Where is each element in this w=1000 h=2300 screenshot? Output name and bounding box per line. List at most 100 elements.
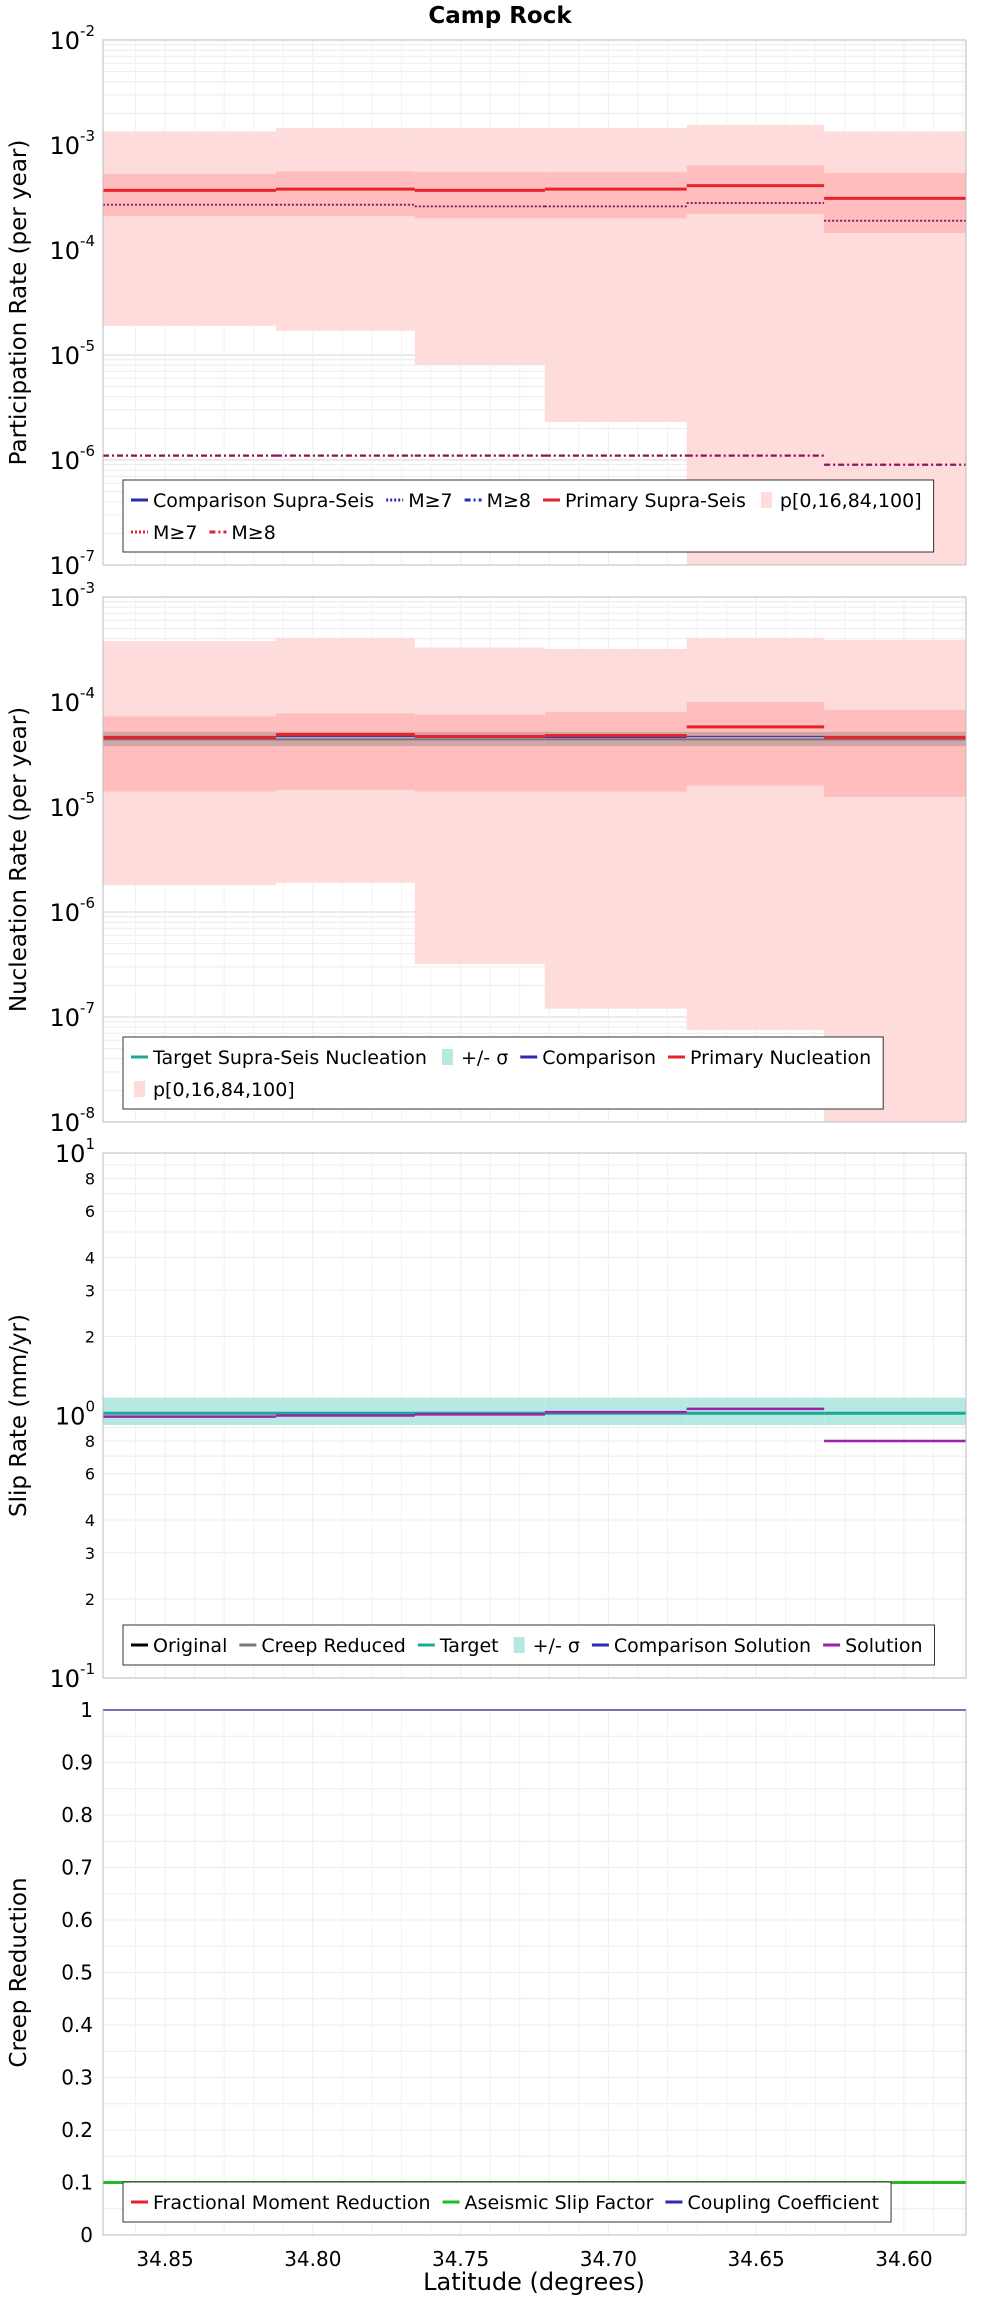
- y-minor-tick-label: 4: [85, 1511, 95, 1530]
- legend-item: p[0,16,84,100]: [760, 490, 922, 512]
- y-ticks: 1 0.9 0.8 0.7 0.6 0.5 0.4 0.3 0.2 0.1 0 34.85 34.80 3…: [61, 1698, 932, 2271]
- x-tick-label: 34.85: [136, 2247, 193, 2271]
- plot-frame: [102, 1152, 967, 1679]
- legend-box: [122, 479, 935, 553]
- legend-label: +/- σ: [533, 1635, 580, 1657]
- plot-frame: [102, 39, 967, 566]
- legend-item: Original: [131, 1635, 227, 1657]
- band-segment: [103, 131, 276, 326]
- legend-item: M≥8: [209, 522, 276, 544]
- y-minor-tick-label: 6: [85, 1465, 95, 1484]
- y-axis-label: Slip Rate (mm/yr): [6, 1314, 32, 1517]
- series-comparison-m-8: [103, 455, 966, 466]
- chart-title: Camp Rock: [428, 3, 572, 29]
- y-tick-label: 101: [55, 1135, 95, 1168]
- legend: Original Creep Reduced Target +/- σ Comparis…: [122, 1624, 935, 1666]
- y-tick-label: 0.1: [61, 2171, 93, 2195]
- band-segment: [275, 1397, 415, 1426]
- y-minor-tick-label: 3: [85, 1281, 95, 1300]
- legend-label: p[0,16,84,100]: [780, 490, 922, 512]
- panel-creep: 1 0.9 0.8 0.7 0.6 0.5 0.4 0.3 0.2 0.1 0 34.85 34.80 3…: [6, 1698, 967, 2271]
- y-tick-label: 10-6: [49, 442, 95, 475]
- legend-item: Primary Supra-Seis: [543, 490, 746, 512]
- y-tick-label: 0.7: [61, 1856, 93, 1880]
- legend-label: Comparison Solution: [614, 1635, 811, 1657]
- band-segment: [275, 128, 415, 331]
- legend-label: M≥8: [231, 522, 275, 544]
- y-tick-label: 100: [55, 1398, 95, 1431]
- panel-slip: 101 100 10-1 8 6 4 3 2 8 6 4 3 2 Slip Rate (mm/yr) Ori…: [6, 1135, 967, 1693]
- legend-box: [122, 1036, 884, 1110]
- legend: Comparison Supra-Seis M≥7 M≥8 Primary Supra…: [122, 479, 935, 553]
- series-comparison-m-7: [103, 202, 966, 222]
- y-tick-label: 10-1: [49, 1660, 95, 1693]
- y-tick-label: 0.9: [61, 1751, 93, 1775]
- legend: Target Supra-Seis Nucleation +/- σ Compari…: [122, 1036, 884, 1110]
- legend-item: Comparison Solution: [591, 1635, 811, 1657]
- y-minor-tick-label: 3: [85, 1544, 95, 1563]
- y-tick-label: 0.5: [61, 1961, 93, 1985]
- legend-label: Coupling Coefficient: [687, 2192, 879, 2214]
- band-segment: [824, 1397, 966, 1426]
- legend-label: Target Supra-Seis Nucleation: [152, 1047, 427, 1069]
- legend-label: Creep Reduced: [261, 1635, 405, 1657]
- y-ticks: 101 100 10-1 8 6 4 3 2 8 6 4 3 2: [49, 1135, 95, 1693]
- legend-item: Fractional Moment Reduction: [131, 2192, 431, 2214]
- y-minor-tick-label: 6: [85, 1202, 95, 1221]
- legend-label: Original: [153, 1635, 227, 1657]
- legend-item: Creep Reduced: [239, 1635, 406, 1657]
- y-minor-tick-label: 8: [85, 1169, 95, 1188]
- y-tick-label: 10-2: [49, 22, 95, 55]
- series-primary-nucleation: [103, 725, 966, 739]
- band-segment: [686, 1397, 825, 1426]
- band-segment: [544, 128, 687, 423]
- band-segment: [544, 648, 687, 1009]
- legend-item: Target Supra-Seis Nucleation: [131, 1047, 427, 1069]
- legend-item: +/- σ: [513, 1635, 580, 1657]
- legend-label: Primary Supra-Seis: [565, 490, 746, 512]
- panel-nucleation: 10-3 10-4 10-5 10-6 10-7 10-8 Nucleation Rate …: [6, 579, 967, 1137]
- band-segment: [824, 173, 966, 234]
- panels: 10-2 10-3 10-4 10-5 10-6 10-7 Participation Ra…: [6, 22, 967, 2271]
- band-target-sigma: [103, 1397, 966, 1426]
- legend: Fractional Moment Reduction Aseismic Slip…: [122, 2181, 892, 2223]
- legend-item: M≥7: [131, 522, 197, 544]
- x-axis-label: Latitude (degrees): [423, 2268, 645, 2296]
- band-segment: [275, 171, 415, 217]
- legend-label: Aseismic Slip Factor: [465, 2192, 654, 2214]
- legend-swatch: [760, 492, 772, 508]
- legend-label: Comparison Supra-Seis: [153, 490, 374, 512]
- y-tick-label: 0: [80, 2223, 93, 2247]
- y-tick-label: 0.2: [61, 2118, 93, 2142]
- y-tick-label: 0.3: [61, 2066, 93, 2090]
- y-tick-label: 1: [80, 1698, 93, 1722]
- plot-frame: [102, 596, 967, 1123]
- y-tick-label: 10-6: [49, 894, 95, 927]
- band-segment: [414, 128, 545, 366]
- band-segment: [275, 713, 415, 791]
- legend-swatch: [513, 1637, 525, 1653]
- band-segment: [686, 702, 825, 786]
- band-p16-84: [103, 165, 966, 234]
- plot-frame: [102, 1709, 967, 2236]
- band-segment: [544, 712, 687, 792]
- band-segment: [414, 172, 545, 219]
- x-tick-label: 34.60: [875, 2247, 932, 2271]
- band-segment: [414, 1397, 545, 1426]
- y-tick-label: 0.4: [61, 2013, 93, 2037]
- series-solution: [103, 1407, 966, 1443]
- band-segment: [103, 716, 276, 792]
- y-minor-tick-label: 8: [85, 1432, 95, 1451]
- legend-item: Coupling Coefficient: [665, 2192, 879, 2214]
- legend-box: [122, 2181, 892, 2223]
- y-tick-label: 10-3: [49, 127, 95, 160]
- y-axis-label: Participation Rate (per year): [6, 140, 32, 466]
- legend-item: Comparison: [520, 1047, 656, 1069]
- band-segment: [103, 1397, 276, 1426]
- y-tick-label: 0.6: [61, 1908, 93, 1932]
- y-tick-label: 10-4: [49, 684, 95, 717]
- legend-swatch: [134, 1081, 145, 1097]
- legend-swatch: [441, 1049, 453, 1065]
- legend-label: Primary Nucleation: [690, 1047, 871, 1069]
- legend-box: [122, 1624, 935, 1666]
